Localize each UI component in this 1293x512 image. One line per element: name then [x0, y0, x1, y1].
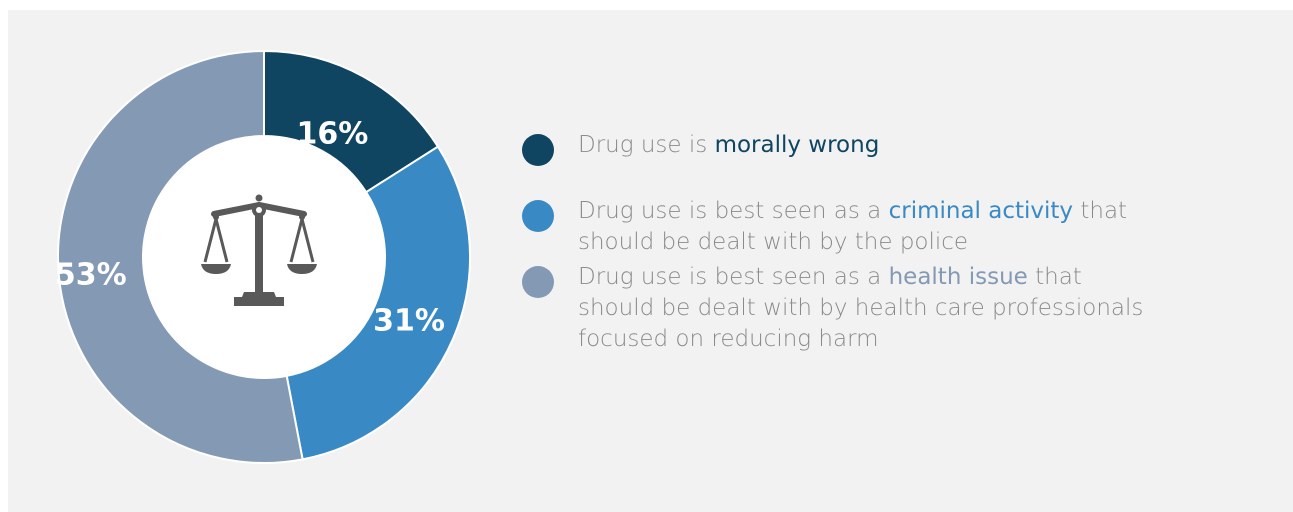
legend-text-before: Drug use is best seen as a: [578, 198, 889, 224]
legend-highlight: health issue: [888, 264, 1028, 290]
legend-text-after: that should be dealt with by health care…: [578, 264, 1144, 352]
scales-of-justice-icon: [201, 194, 317, 306]
slice-value-label-3: 53%: [55, 257, 127, 292]
legend-text-after: that should be dealt with by the police: [578, 198, 1128, 255]
legend-highlight: morally wrong: [714, 132, 880, 158]
donut-slices: [57, 49, 471, 464]
legend-swatch: [522, 200, 554, 232]
legend-highlight: criminal activity: [888, 198, 1074, 224]
legend-label: Drug use is best seen as a criminal acti…: [578, 196, 1158, 258]
legend-label: Drug use is morally wrong: [578, 130, 1158, 161]
donut-slice-2: [285, 145, 471, 461]
slice-value-label-2: 31%: [373, 304, 445, 339]
donut-hole: [143, 136, 385, 378]
donut-chart: 16% 31% 53%: [55, 49, 471, 464]
legend-swatch: [522, 134, 554, 166]
legend-entry-morally-wrong: Drug use is morally wrong: [522, 130, 1162, 230]
legend-entry-criminal-activity: Drug use is best seen as a criminal acti…: [522, 196, 1162, 296]
legend-text-before: Drug use is best seen as a: [578, 264, 889, 290]
legend-label: Drug use is best seen as a health issue …: [578, 262, 1158, 355]
legend-entry-health-issue: Drug use is best seen as a health issue …: [522, 262, 1162, 362]
donut-slice-labels: 16% 31% 53%: [55, 117, 445, 339]
slice-value-label-1: 16%: [297, 117, 369, 152]
legend-text-before: Drug use is: [578, 132, 715, 158]
legend-swatch: [522, 266, 554, 298]
